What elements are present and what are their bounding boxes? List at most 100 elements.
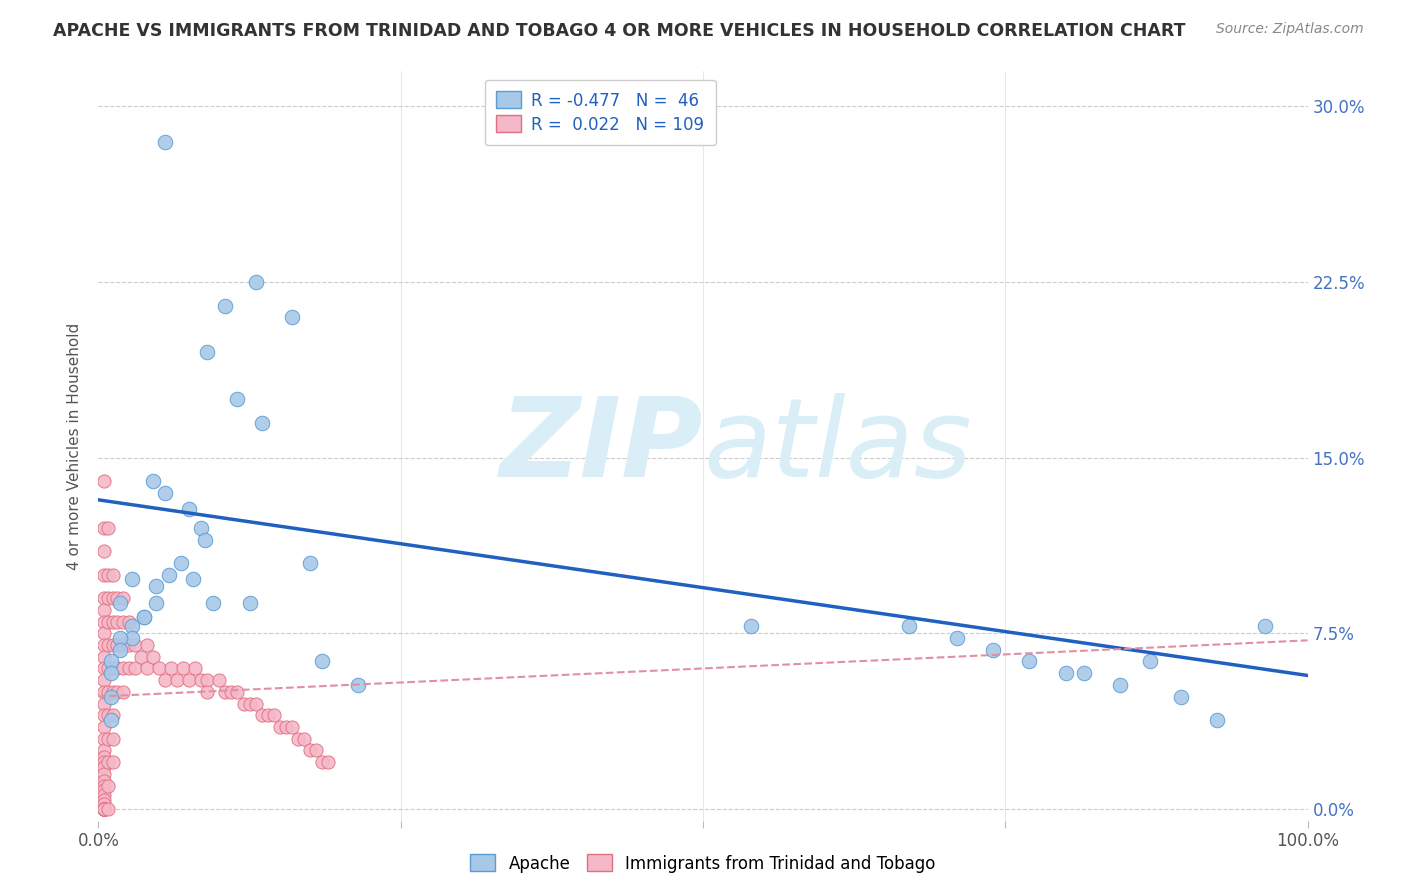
Point [111, 638, 134, 652]
Point [93, 760, 115, 774]
Point [311, 755, 333, 769]
Point [97, 708, 120, 723]
Point [142, 474, 165, 488]
Point [101, 567, 124, 582]
Point [101, 755, 124, 769]
Point [93, 802, 115, 816]
Point [97, 802, 120, 816]
Point [145, 580, 167, 594]
Point [118, 661, 141, 675]
Point [145, 596, 167, 610]
Point [97, 567, 120, 582]
Point [157, 567, 180, 582]
Point [101, 591, 124, 606]
Text: atlas: atlas [703, 392, 972, 500]
Point [97, 779, 120, 793]
Point [93, 802, 115, 816]
Point [93, 797, 115, 812]
Point [208, 673, 231, 688]
Point [250, 416, 273, 430]
Point [93, 603, 115, 617]
Point [108, 631, 131, 645]
Point [93, 788, 115, 802]
Point [129, 649, 152, 664]
Point [93, 626, 115, 640]
Point [101, 638, 124, 652]
Point [740, 619, 762, 633]
Point [93, 567, 115, 582]
Point [93, 673, 115, 688]
Point [93, 767, 115, 781]
Point [166, 673, 188, 688]
Point [93, 783, 115, 797]
Point [981, 642, 1004, 657]
Point [946, 631, 969, 645]
Point [121, 573, 143, 587]
Point [179, 502, 201, 516]
Point [190, 673, 212, 688]
Point [897, 619, 920, 633]
Point [347, 678, 370, 692]
Point [153, 135, 176, 149]
Point [245, 697, 267, 711]
Point [172, 661, 194, 675]
Point [121, 619, 143, 633]
Point [105, 685, 128, 699]
Point [93, 661, 115, 675]
Text: ZIP: ZIP [499, 392, 703, 500]
Point [93, 802, 115, 816]
Point [97, 638, 120, 652]
Point [93, 802, 115, 816]
Point [214, 685, 236, 699]
Point [100, 655, 122, 669]
Point [101, 685, 124, 699]
Point [97, 685, 120, 699]
Point [97, 731, 120, 746]
Point [245, 275, 267, 289]
Point [195, 685, 218, 699]
Point [195, 673, 218, 688]
Point [1109, 678, 1132, 692]
Point [93, 779, 115, 793]
Point [221, 685, 243, 699]
Point [93, 802, 115, 816]
Point [93, 792, 115, 806]
Point [1254, 619, 1277, 633]
Point [135, 661, 157, 675]
Point [1073, 666, 1095, 681]
Point [202, 596, 225, 610]
Point [100, 666, 122, 681]
Point [97, 755, 120, 769]
Point [292, 731, 315, 746]
Point [179, 673, 201, 688]
Point [1018, 655, 1040, 669]
Point [1170, 690, 1192, 704]
Point [281, 720, 304, 734]
Point [316, 755, 339, 769]
Point [105, 591, 128, 606]
Point [93, 544, 115, 558]
Point [124, 638, 146, 652]
Point [111, 661, 134, 675]
Point [274, 720, 297, 734]
Point [93, 731, 115, 746]
Point [111, 615, 134, 629]
Point [134, 610, 156, 624]
Point [134, 610, 156, 624]
Point [105, 638, 128, 652]
Point [226, 685, 249, 699]
Point [111, 591, 134, 606]
Point [93, 802, 115, 816]
Point [181, 573, 204, 587]
Point [100, 713, 122, 727]
Point [1139, 655, 1161, 669]
Point [101, 708, 124, 723]
Point [93, 750, 115, 764]
Point [93, 649, 115, 664]
Point [97, 591, 120, 606]
Point [93, 773, 115, 788]
Point [101, 661, 124, 675]
Point [287, 731, 309, 746]
Point [142, 649, 165, 664]
Point [226, 392, 249, 407]
